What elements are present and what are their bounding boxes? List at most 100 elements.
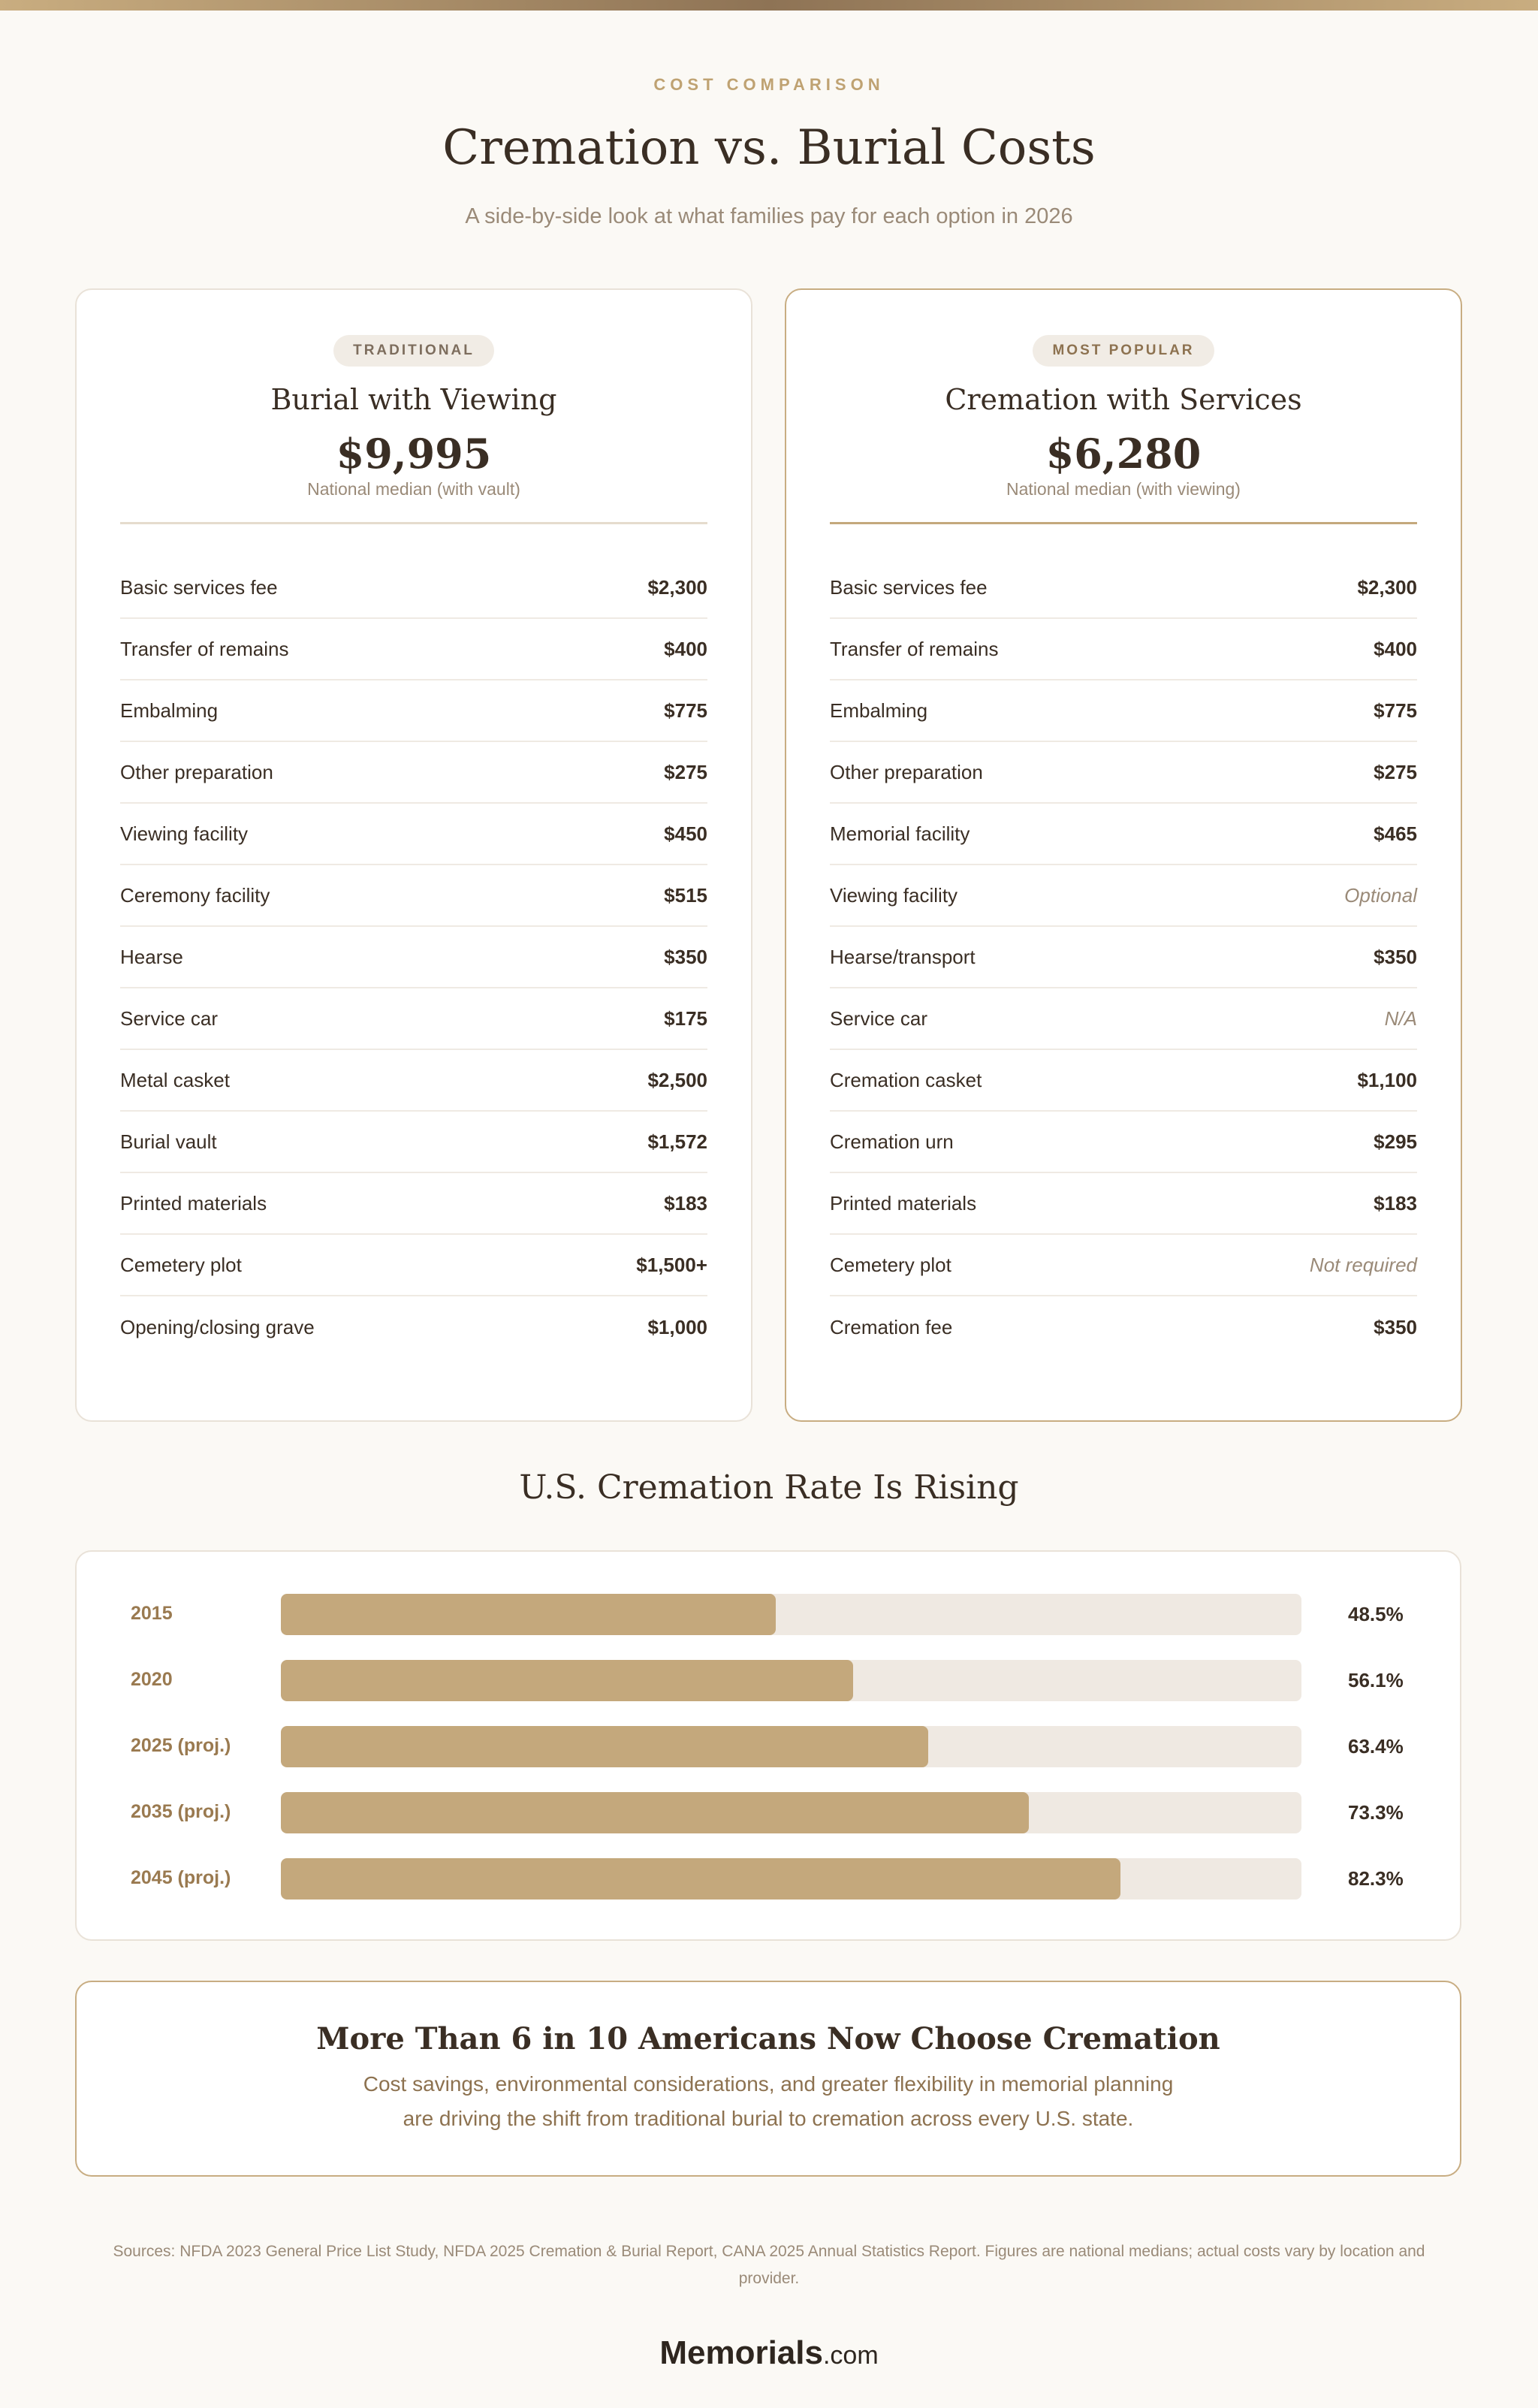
cost-row: Viewing facility $450 bbox=[120, 804, 707, 865]
callout-line: are driving the shift from traditional b… bbox=[403, 2107, 1134, 2130]
cost-row: Burial vault $1,572 bbox=[120, 1112, 707, 1173]
cost-value: $350 bbox=[1374, 1315, 1417, 1338]
cost-row: Cemetery plot $1,500+ bbox=[120, 1235, 707, 1296]
callout: More Than 6 in 10 Americans Now Choose C… bbox=[75, 1981, 1461, 2177]
eyebrow: COST COMPARISON bbox=[653, 75, 885, 94]
bar-row: 2015 48.5% bbox=[77, 1594, 1460, 1635]
cost-value: $775 bbox=[1374, 699, 1417, 722]
cost-value: $275 bbox=[664, 760, 707, 783]
burial-card: TRADITIONAL Burial with Viewing $9,995 N… bbox=[75, 288, 752, 1422]
cost-value: $1,500+ bbox=[636, 1253, 707, 1276]
cost-row: Other preparation $275 bbox=[120, 742, 707, 804]
bar-category-label: 2015 bbox=[131, 1603, 173, 1624]
bar-track bbox=[281, 1594, 1301, 1635]
cost-row: Embalming $775 bbox=[830, 680, 1417, 742]
cremation-rate-chart: 2015 48.5% 2020 56.1% 2025 (proj.) 63.4% 20… bbox=[75, 1550, 1461, 1941]
cost-label: Basic services fee bbox=[830, 575, 988, 599]
card-title: Burial with Viewing bbox=[270, 383, 557, 416]
cost-value: Not required bbox=[1309, 1253, 1417, 1276]
cost-value: $515 bbox=[664, 883, 707, 907]
cost-row: Service car $175 bbox=[120, 988, 707, 1050]
cost-row: Memorial facility $465 bbox=[830, 804, 1417, 865]
bar bbox=[281, 1594, 777, 1635]
cost-row: Transfer of remains $400 bbox=[120, 619, 707, 680]
cost-row: Embalming $775 bbox=[120, 680, 707, 742]
bar-category-label: 2020 bbox=[131, 1669, 173, 1690]
cost-row: Printed materials $183 bbox=[120, 1173, 707, 1235]
cost-label: Hearse/transport bbox=[830, 945, 976, 968]
divider bbox=[120, 522, 707, 524]
cost-label: Cremation fee bbox=[830, 1315, 953, 1338]
bar-value-label: 56.1% bbox=[1348, 1669, 1404, 1691]
cost-label: Service car bbox=[830, 1006, 928, 1030]
cost-label: Basic services fee bbox=[120, 575, 278, 599]
cost-row: Hearse $350 bbox=[120, 927, 707, 988]
bar-value-label: 63.4% bbox=[1348, 1735, 1404, 1758]
cost-label: Ceremony facility bbox=[120, 883, 270, 907]
bar-category-label: 2045 (proj.) bbox=[131, 1867, 231, 1888]
card-price-note: National median (with viewing) bbox=[1006, 479, 1241, 499]
bar-row: 2035 (proj.) 73.3% bbox=[77, 1792, 1460, 1833]
memorials-logo: Memorials.com bbox=[659, 2334, 879, 2371]
cost-row: Cremation fee $350 bbox=[830, 1296, 1417, 1358]
cost-label: Hearse bbox=[120, 945, 183, 968]
top-accent-bar bbox=[0, 0, 1538, 11]
cost-value: $400 bbox=[1374, 637, 1417, 660]
cost-list: Basic services fee $2,300 Transfer of rema… bbox=[120, 557, 707, 1358]
bar-row: 2025 (proj.) 63.4% bbox=[77, 1726, 1460, 1767]
cost-value: $450 bbox=[664, 822, 707, 845]
sources: Sources: NFDA 2023 General Price List St… bbox=[113, 2243, 1425, 2287]
bar-row: 2045 (proj.) 82.3% bbox=[77, 1858, 1460, 1900]
cost-value: $275 bbox=[1374, 760, 1417, 783]
callout-line: Cost savings, environmental consideratio… bbox=[363, 2072, 1174, 2096]
chart-title: U.S. Cremation Rate Is Rising bbox=[519, 1468, 1019, 1507]
bar bbox=[281, 1726, 928, 1767]
callout-title: More Than 6 in 10 Americans Now Choose C… bbox=[316, 2021, 1220, 2056]
cost-label: Opening/closing grave bbox=[120, 1315, 315, 1338]
bar-track bbox=[281, 1726, 1301, 1767]
card-price: $6,280 bbox=[1045, 430, 1202, 478]
cost-label: Cemetery plot bbox=[120, 1253, 242, 1276]
cost-value: $1,572 bbox=[647, 1130, 707, 1153]
cost-label: Printed materials bbox=[120, 1191, 267, 1215]
bar bbox=[281, 1792, 1030, 1833]
cost-label: Embalming bbox=[830, 699, 928, 722]
cost-label: Service car bbox=[120, 1006, 219, 1030]
cost-value: $1,000 bbox=[647, 1315, 707, 1338]
cost-label: Other preparation bbox=[830, 760, 983, 783]
cost-label: Metal casket bbox=[120, 1068, 230, 1091]
cost-row: Opening/closing grave $1,000 bbox=[120, 1296, 707, 1358]
cost-label: Viewing facility bbox=[830, 883, 958, 907]
card-price: $9,995 bbox=[336, 430, 492, 478]
cost-row: Basic services fee $2,300 bbox=[830, 557, 1417, 619]
cremation-card: MOST POPULAR Cremation with Services $6,… bbox=[785, 288, 1462, 1422]
bar-value-label: 73.3% bbox=[1348, 1801, 1404, 1824]
cost-label: Cemetery plot bbox=[830, 1253, 951, 1276]
cost-list: Basic services fee $2,300 Transfer of rema… bbox=[830, 557, 1417, 1358]
cost-value: $183 bbox=[1374, 1191, 1417, 1215]
bar-track bbox=[281, 1858, 1301, 1900]
cost-value: $350 bbox=[1374, 945, 1417, 968]
cost-value: $175 bbox=[664, 1006, 707, 1030]
cost-label: Transfer of remains bbox=[120, 637, 289, 660]
cost-value: $183 bbox=[664, 1191, 707, 1215]
card-badge: MOST POPULAR bbox=[1033, 335, 1214, 367]
cost-row: Printed materials $183 bbox=[830, 1173, 1417, 1235]
cost-row: Ceremony facility $515 bbox=[120, 865, 707, 927]
cost-row: Transfer of remains $400 bbox=[830, 619, 1417, 680]
cost-label: Cremation urn bbox=[830, 1130, 954, 1153]
bar-value-label: 82.3% bbox=[1348, 1867, 1404, 1890]
cost-value: $350 bbox=[664, 945, 707, 968]
bar-value-label: 48.5% bbox=[1348, 1603, 1404, 1625]
cost-value: $400 bbox=[664, 637, 707, 660]
cost-value: Optional bbox=[1344, 883, 1417, 907]
cost-value: $295 bbox=[1374, 1130, 1417, 1153]
bar-category-label: 2025 (proj.) bbox=[131, 1735, 231, 1756]
cost-label: Other preparation bbox=[120, 760, 273, 783]
cost-value: N/A bbox=[1384, 1006, 1417, 1030]
bar bbox=[281, 1660, 854, 1701]
page-title: Cremation vs. Burial Costs bbox=[442, 120, 1096, 176]
cost-value: $775 bbox=[664, 699, 707, 722]
bar-track bbox=[281, 1660, 1301, 1701]
cost-label: Transfer of remains bbox=[830, 637, 999, 660]
